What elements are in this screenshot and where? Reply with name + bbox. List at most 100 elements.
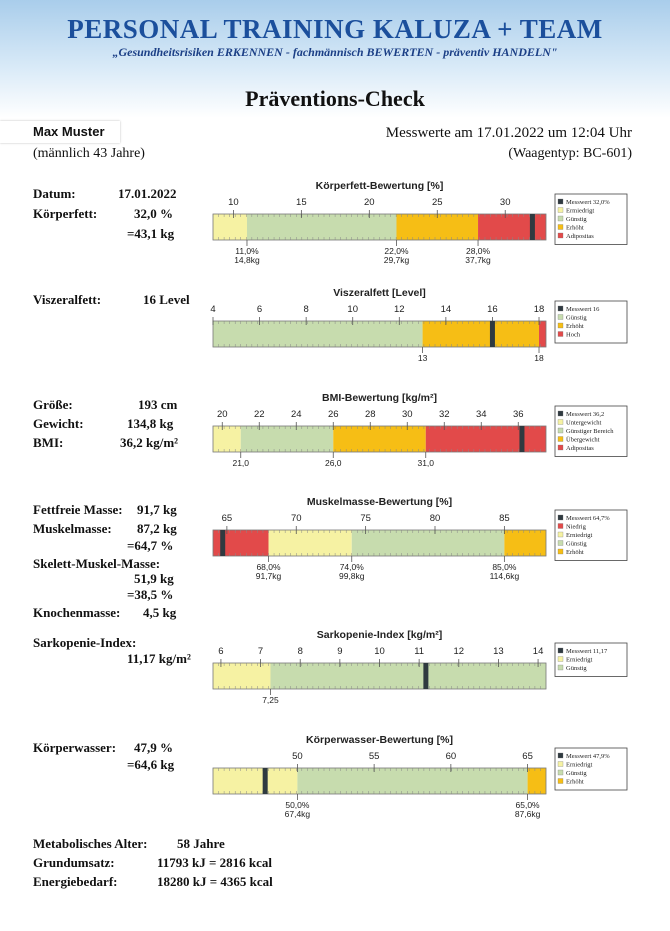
tick-label: 8 (298, 646, 303, 657)
chart-title: Körperwasser-Bewertung [%] (306, 734, 453, 746)
tick-label: 26 (328, 409, 339, 420)
legend-swatch (557, 548, 564, 555)
brand-slogan: „Gesundheitsrisiken ERKENNEN - fachmänni… (112, 45, 558, 59)
boundary-label: 67,4kg (285, 809, 311, 819)
tick-label: 8 (303, 304, 308, 315)
tick-label: 55 (369, 751, 380, 762)
tick-label: 28 (365, 409, 376, 420)
gewicht-label: Gewicht: (33, 416, 84, 431)
legend-item: Messwert 47,9% (566, 753, 610, 760)
legend-swatch (557, 752, 564, 759)
tick-label: 32 (439, 409, 450, 420)
legend-swatch (557, 215, 564, 222)
value-marker (423, 663, 429, 689)
zone-band (297, 768, 528, 794)
chart-title: Viszeralfett [Level] (333, 287, 426, 299)
chart-koerperfett: Körperfett-Bewertung [%] 10 15 20 25 30 11,0% 1… (205, 178, 635, 278)
legend-item: Erniedrigt (566, 532, 593, 539)
zone-band (527, 768, 546, 794)
legend-item: Erhöht (566, 779, 584, 786)
muskelmasse-percent: =64,7 % (127, 538, 174, 553)
skelett-muskel-masse-percent: =38,5 % (127, 587, 174, 602)
boundary-label: 85,0% (492, 562, 517, 572)
tick-label: 65 (522, 751, 533, 762)
tick-label: 50 (292, 751, 303, 762)
tick-label: 10 (374, 646, 385, 657)
koerperfett-label: Körperfett: (33, 206, 98, 221)
legend-item: Untergewicht (566, 420, 601, 427)
chart-title: BMI-Bewertung [kg/m²] (322, 392, 437, 404)
legend-swatch (557, 410, 564, 417)
tick-label: 14 (441, 304, 452, 315)
zone-band (213, 663, 271, 689)
sarkopenie-value: 11,17 kg/m² (127, 651, 191, 666)
bmi-label: BMI: (33, 435, 64, 450)
viszeralfett-label: Viszeralfett: (33, 292, 102, 307)
tick-label: 25 (432, 197, 443, 208)
muskelmasse-label: Muskelmasse: (33, 521, 112, 536)
measure-date: Messwerte am 17.01.2022 um 12:04 Uhr (385, 125, 632, 141)
chart-title: Sarkopenie-Index [kg/m²] (317, 629, 442, 641)
scale-type: (Waagentyp: BC-601) (508, 146, 632, 161)
boundary-label: 91,7kg (256, 571, 282, 581)
koerperwasser-percent: 47,9 % (134, 740, 173, 755)
zone-band (351, 530, 505, 556)
groesse-label: Größe: (33, 397, 73, 412)
chart-title: Körperfett-Bewertung [%] (316, 180, 444, 192)
muskelmasse-kg: 87,2 kg (137, 521, 177, 536)
koerperfett-percent: 32,0 % (134, 206, 173, 221)
zone-band (213, 426, 241, 452)
legend-item: Ermiedrigt (566, 208, 594, 215)
legend-box (554, 405, 628, 457)
legend-swatch (557, 523, 564, 529)
legend-swatch (557, 647, 564, 654)
fettfreie-masse-label: Fettfreie Masse: (33, 502, 123, 517)
boundary-label: 65,0% (516, 800, 541, 810)
tick-label: 16 (487, 304, 498, 315)
legend-swatch (557, 761, 564, 767)
legend-item: Adipositas (566, 445, 594, 452)
zone-band (213, 768, 298, 794)
tick-label: 18 (534, 304, 545, 315)
tick-label: 11 (414, 646, 424, 657)
header-banner (0, 0, 670, 118)
tick-label: 4 (210, 304, 215, 315)
legend-swatch (557, 778, 564, 784)
knochenmasse-value: 4,5 kg (143, 605, 177, 620)
tick-label: 30 (500, 197, 511, 208)
legend-box (554, 300, 628, 344)
legend-item: Günstig (566, 665, 587, 672)
koerperwasser-label: Körperwasser: (33, 740, 117, 755)
value-marker (529, 214, 535, 240)
zone-band (240, 426, 334, 452)
boundary-label: 28,0% (466, 246, 491, 256)
legend-item: Übergewicht (566, 437, 600, 444)
legend-swatch (557, 540, 564, 546)
energiebedarf-label: Energiebedarf: (33, 874, 118, 889)
legend-swatch (557, 331, 564, 337)
legend-item: Messwert 36,2 (566, 411, 604, 418)
sarkopenie-label: Sarkopenie-Index: (33, 635, 137, 650)
metabolisches-alter-label: Metabolisches Alter: (33, 836, 148, 851)
grundumsatz-value: 11793 kJ = 2816 kcal (157, 855, 273, 870)
tick-label: 70 (291, 513, 302, 524)
zone-band (213, 214, 247, 240)
legend-item: Messwert 11,17 (566, 648, 608, 655)
legend-swatch (557, 224, 564, 230)
energiebedarf-value: 18280 kJ = 4365 kcal (157, 874, 273, 889)
tick-label: 10 (347, 304, 358, 315)
legend-item: Erniedrigt (566, 762, 593, 769)
tick-label: 6 (257, 304, 262, 315)
legend-item: Erniedrigt (566, 657, 593, 664)
legend-swatch (557, 427, 564, 434)
boundary-label: 7,25 (262, 695, 279, 705)
legend-swatch (557, 769, 564, 776)
boundary-label: 31,0 (417, 458, 434, 468)
legend-item: Messwert 64,7% (566, 515, 610, 522)
brand-title: PERSONAL TRAINING KALUZA + TEAM (67, 14, 603, 44)
legend-swatch (557, 664, 564, 671)
zone-band (539, 321, 546, 347)
tick-label: 34 (476, 409, 487, 420)
koerperfett-kg: =43,1 kg (127, 226, 175, 241)
tick-label: 20 (217, 409, 228, 420)
